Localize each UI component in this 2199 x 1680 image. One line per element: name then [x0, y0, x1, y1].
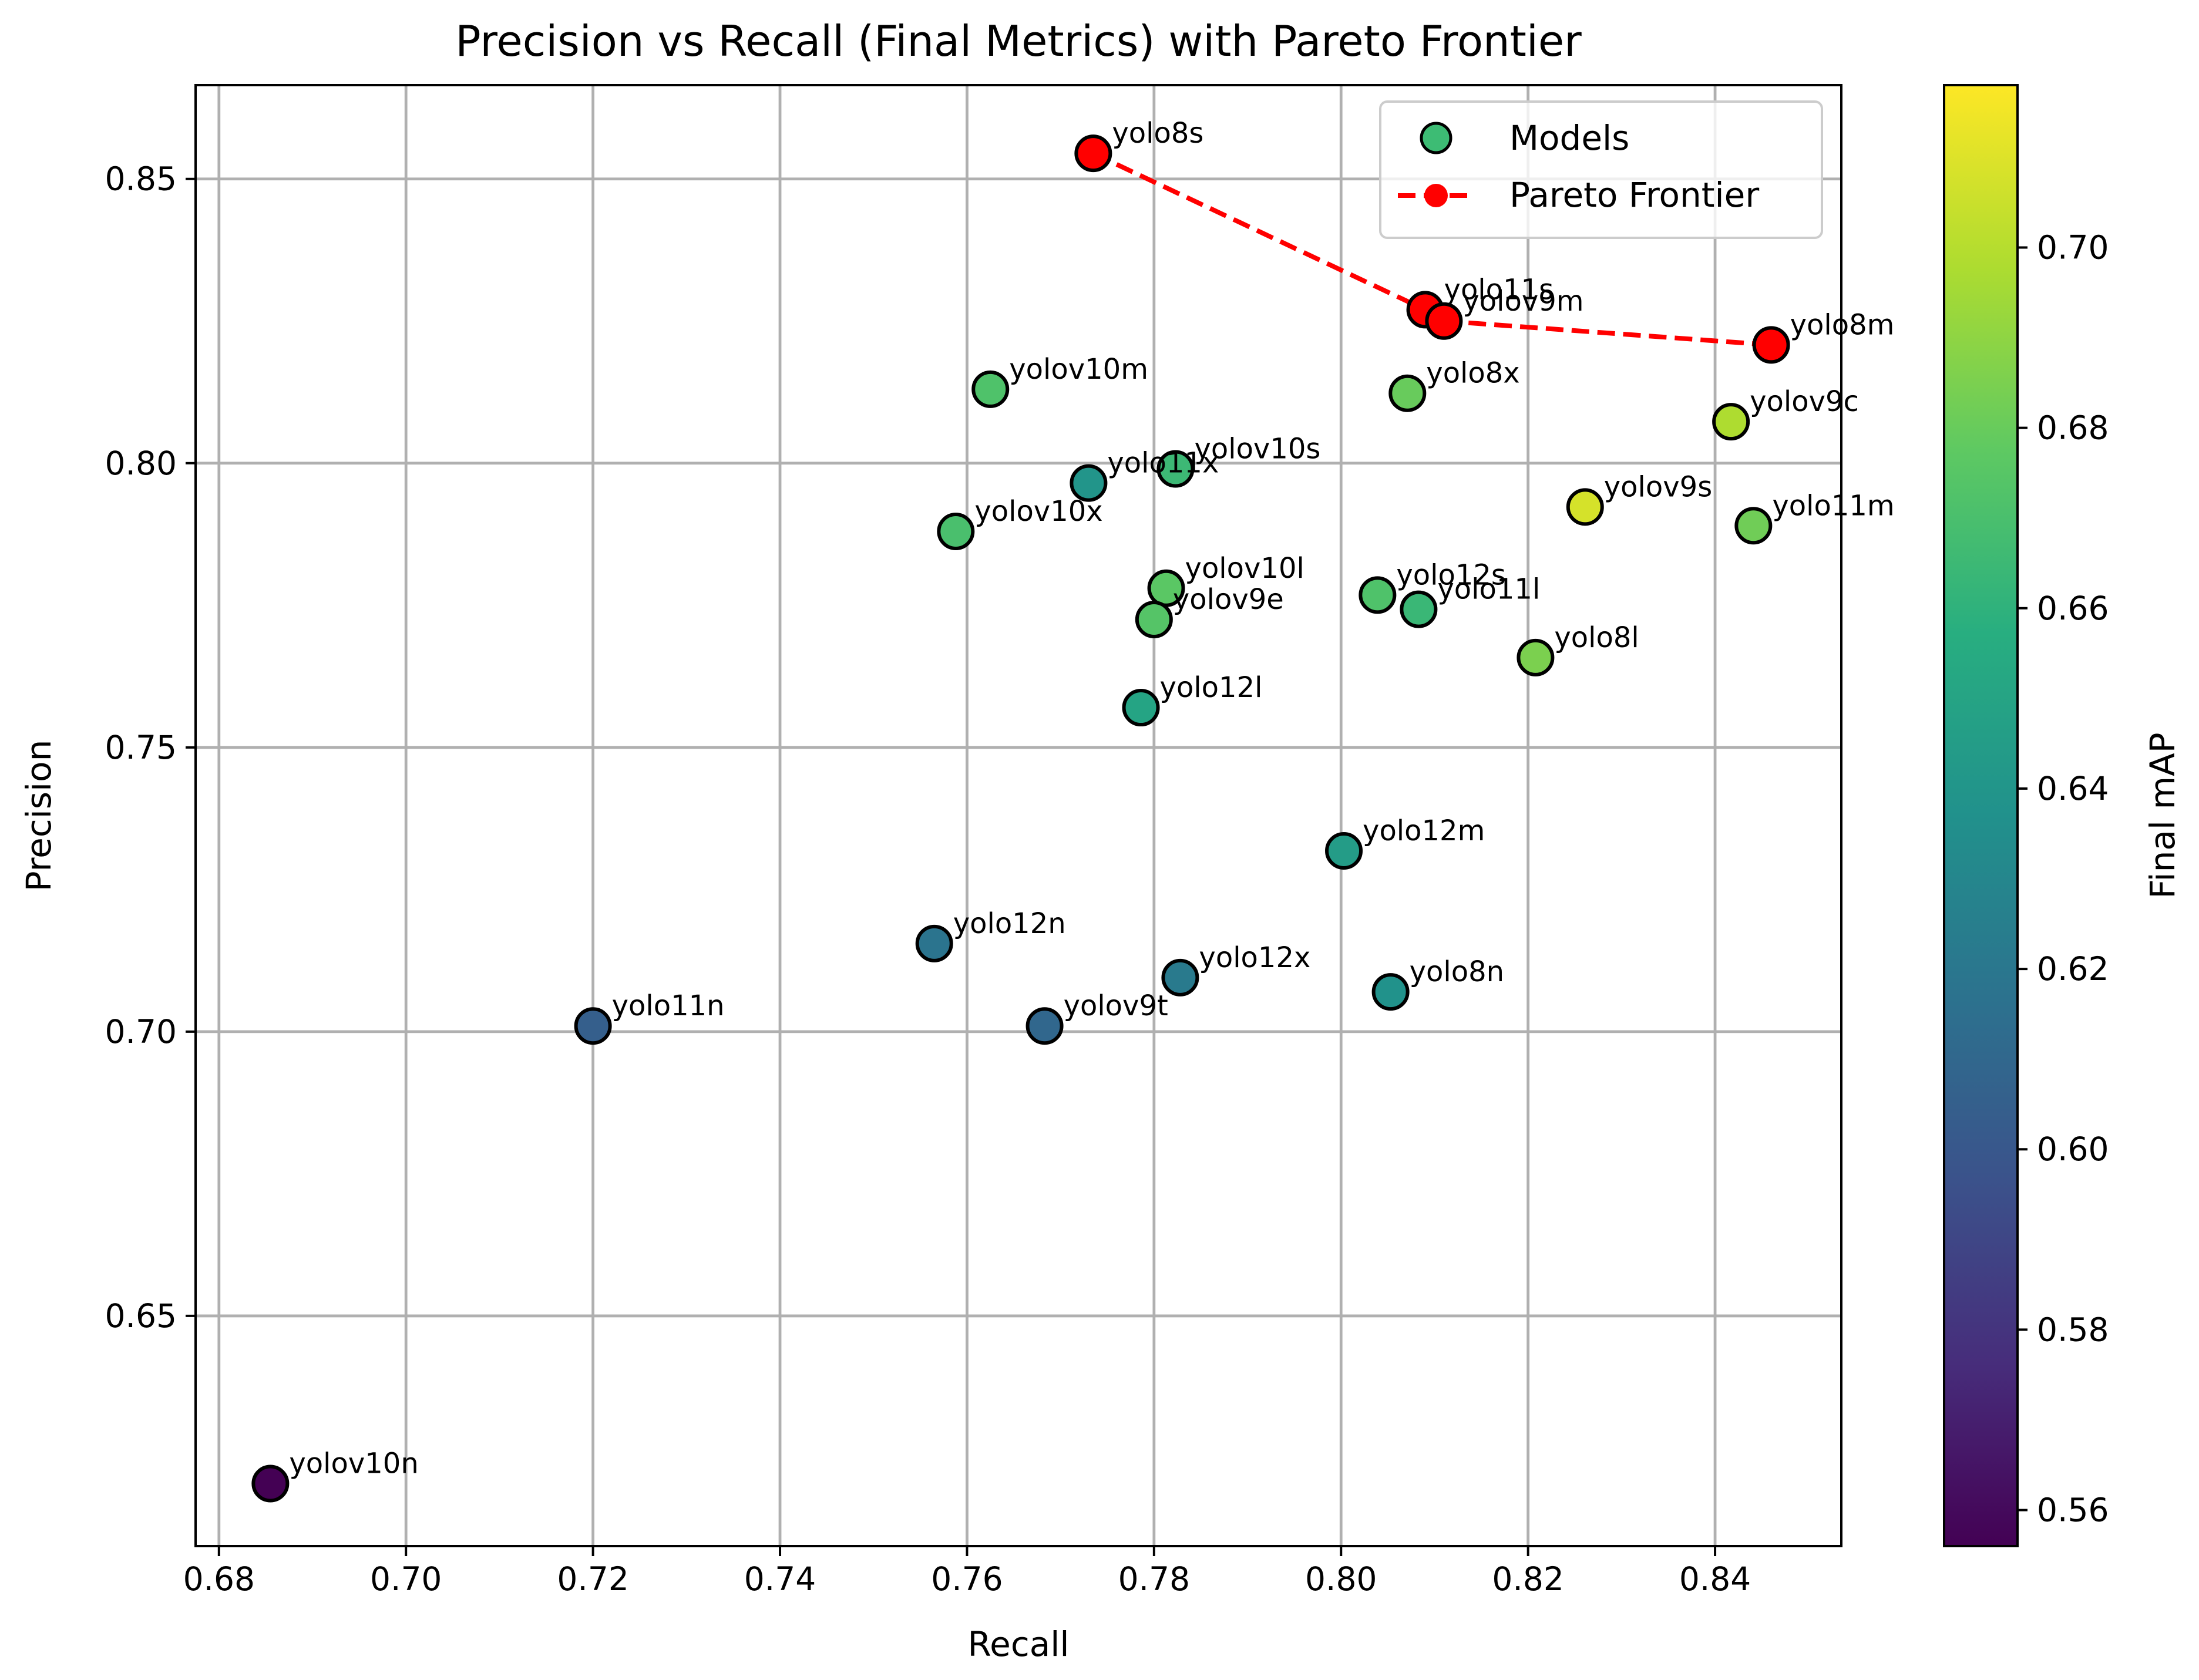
- x-tick-label: 0.74: [744, 1560, 816, 1598]
- colorbar-tick-label: 0.64: [2037, 770, 2109, 807]
- x-tick-label: 0.68: [183, 1560, 255, 1598]
- points-layer: [251, 134, 1790, 1503]
- point-label-yolo11x: yolo11x: [1107, 447, 1219, 480]
- point-label-yolov10l: yolov10l: [1185, 552, 1304, 585]
- y-tick-label: 0.85: [105, 160, 177, 198]
- y-tick-label: 0.80: [105, 445, 177, 482]
- point-label-yolo11m: yolo11m: [1772, 489, 1894, 522]
- model-point-yolo12x[interactable]: [1161, 958, 1199, 996]
- model-point-yolov10m[interactable]: [971, 370, 1010, 408]
- colorbar-tick-label: 0.58: [2037, 1311, 2109, 1348]
- pareto-point-yolo8m[interactable]: [1752, 326, 1790, 364]
- x-tick-label: 0.84: [1679, 1560, 1751, 1598]
- y-tick-label: 0.65: [105, 1297, 177, 1335]
- y-tick-label: 0.70: [105, 1013, 177, 1051]
- point-label-yolo12x: yolo12x: [1199, 941, 1310, 974]
- legend-marker-pareto: [1424, 184, 1448, 207]
- x-tick-label: 0.80: [1305, 1560, 1377, 1598]
- x-tick-label: 0.76: [931, 1560, 1003, 1598]
- model-point-yolov10x[interactable]: [937, 512, 975, 550]
- model-point-yolo8l[interactable]: [1517, 638, 1555, 676]
- model-point-yolo11l[interactable]: [1400, 590, 1438, 628]
- colorbar-tick-label: 0.70: [2037, 228, 2109, 266]
- y-axis-title: Precision: [19, 740, 59, 892]
- x-tick-label: 0.78: [1118, 1560, 1190, 1598]
- point-label-yolo11l: yolo11l: [1437, 573, 1540, 606]
- model-point-yolo12s[interactable]: [1359, 576, 1397, 614]
- labels-layer: yolov10n yolo11n yolov9t yolo12n yolo12x yolo…: [289, 117, 1894, 1480]
- point-label-yolo11n: yolo11n: [612, 989, 725, 1022]
- model-point-yolo12n[interactable]: [915, 924, 953, 962]
- x-tick-label: 0.82: [1492, 1560, 1563, 1598]
- model-point-yolo8n[interactable]: [1371, 973, 1410, 1011]
- point-label-yolov9e: yolov9e: [1173, 583, 1284, 616]
- colorbar-gradient: [1943, 84, 2019, 1547]
- chart-title: Precision vs Recall (Final Metrics) with…: [455, 16, 1582, 66]
- model-point-yolo11m[interactable]: [1734, 507, 1773, 545]
- point-label-yolov9t: yolov9t: [1064, 989, 1168, 1022]
- pareto-point-yolov9m[interactable]: [1425, 302, 1463, 340]
- model-point-yolo12m[interactable]: [1325, 832, 1363, 870]
- point-label-yolov10n: yolov10n: [289, 1447, 418, 1480]
- point-label-yolo12l: yolo12l: [1160, 671, 1263, 704]
- point-label-yolov9c: yolov9c: [1750, 385, 1859, 418]
- model-point-yolo12l[interactable]: [1122, 689, 1160, 727]
- x-tick-label: 0.72: [557, 1560, 628, 1598]
- point-label-yolo8l: yolo8l: [1554, 621, 1639, 654]
- colorbar: 0.56 0.58 0.60 0.62 0.64 0.66 0.68 0.70 Final m…: [1943, 84, 2183, 1547]
- ticks-layer: 0.68 0.70 0.72 0.74 0.76 0.78 0.80 0.82 0.84 0.65…: [105, 160, 1751, 1598]
- model-point-yolov9t[interactable]: [1025, 1007, 1064, 1045]
- point-label-yolo11s: yolo11s: [1444, 273, 1554, 306]
- legend: Models Pareto Frontier: [1379, 100, 1823, 239]
- model-point-yolov9e[interactable]: [1135, 601, 1173, 639]
- point-label-yolov10x: yolov10x: [974, 495, 1102, 528]
- point-label-yolo8n: yolo8n: [1410, 955, 1504, 988]
- model-point-yolov10s[interactable]: [1156, 450, 1195, 488]
- point-label-yolo8x: yolo8x: [1426, 357, 1519, 390]
- model-point-yolo11x[interactable]: [1070, 464, 1108, 502]
- point-label-yolo12s: yolo12s: [1396, 558, 1506, 591]
- point-label-yolo12n: yolo12n: [953, 907, 1066, 940]
- y-tick-label: 0.75: [105, 729, 177, 766]
- model-point-yolo8x[interactable]: [1388, 374, 1427, 412]
- legend-box: [1379, 100, 1823, 239]
- point-label-yolov10s: yolov10s: [1194, 432, 1320, 465]
- colorbar-tick-label: 0.66: [2037, 590, 2109, 627]
- colorbar-tick-label: 0.56: [2037, 1492, 2109, 1529]
- point-label-yolov9m: yolov9m: [1462, 285, 1583, 318]
- point-label-yolov9s: yolov9s: [1604, 470, 1712, 503]
- x-tick-label: 0.70: [370, 1560, 442, 1598]
- colorbar-tick-label: 0.68: [2037, 409, 2109, 447]
- model-point-yolov9s[interactable]: [1566, 488, 1604, 526]
- point-label-yolo12m: yolo12m: [1363, 814, 1485, 847]
- pareto-point-yolo8s[interactable]: [1074, 134, 1112, 173]
- model-point-yolov10n[interactable]: [251, 1464, 290, 1503]
- legend-label-pareto: Pareto Frontier: [1509, 175, 1759, 215]
- model-point-yolov9c[interactable]: [1712, 403, 1750, 441]
- colorbar-tick-label: 0.62: [2037, 950, 2109, 988]
- colorbar-title: Final mAP: [2143, 732, 2183, 898]
- colorbar-tick-label: 0.60: [2037, 1130, 2109, 1168]
- point-label-yolo8s: yolo8s: [1112, 117, 1203, 150]
- legend-marker-models: [1420, 122, 1452, 154]
- plot-area-frame: [194, 84, 1842, 1547]
- point-label-yolov10m: yolov10m: [1009, 353, 1148, 386]
- colorbar-ticks: 0.56 0.58 0.60 0.62 0.64 0.66 0.68 0.70: [2018, 228, 2109, 1529]
- legend-label-models: Models: [1509, 118, 1629, 158]
- x-axis-title: Recall: [967, 1624, 1069, 1664]
- model-point-yolo11n[interactable]: [574, 1007, 612, 1045]
